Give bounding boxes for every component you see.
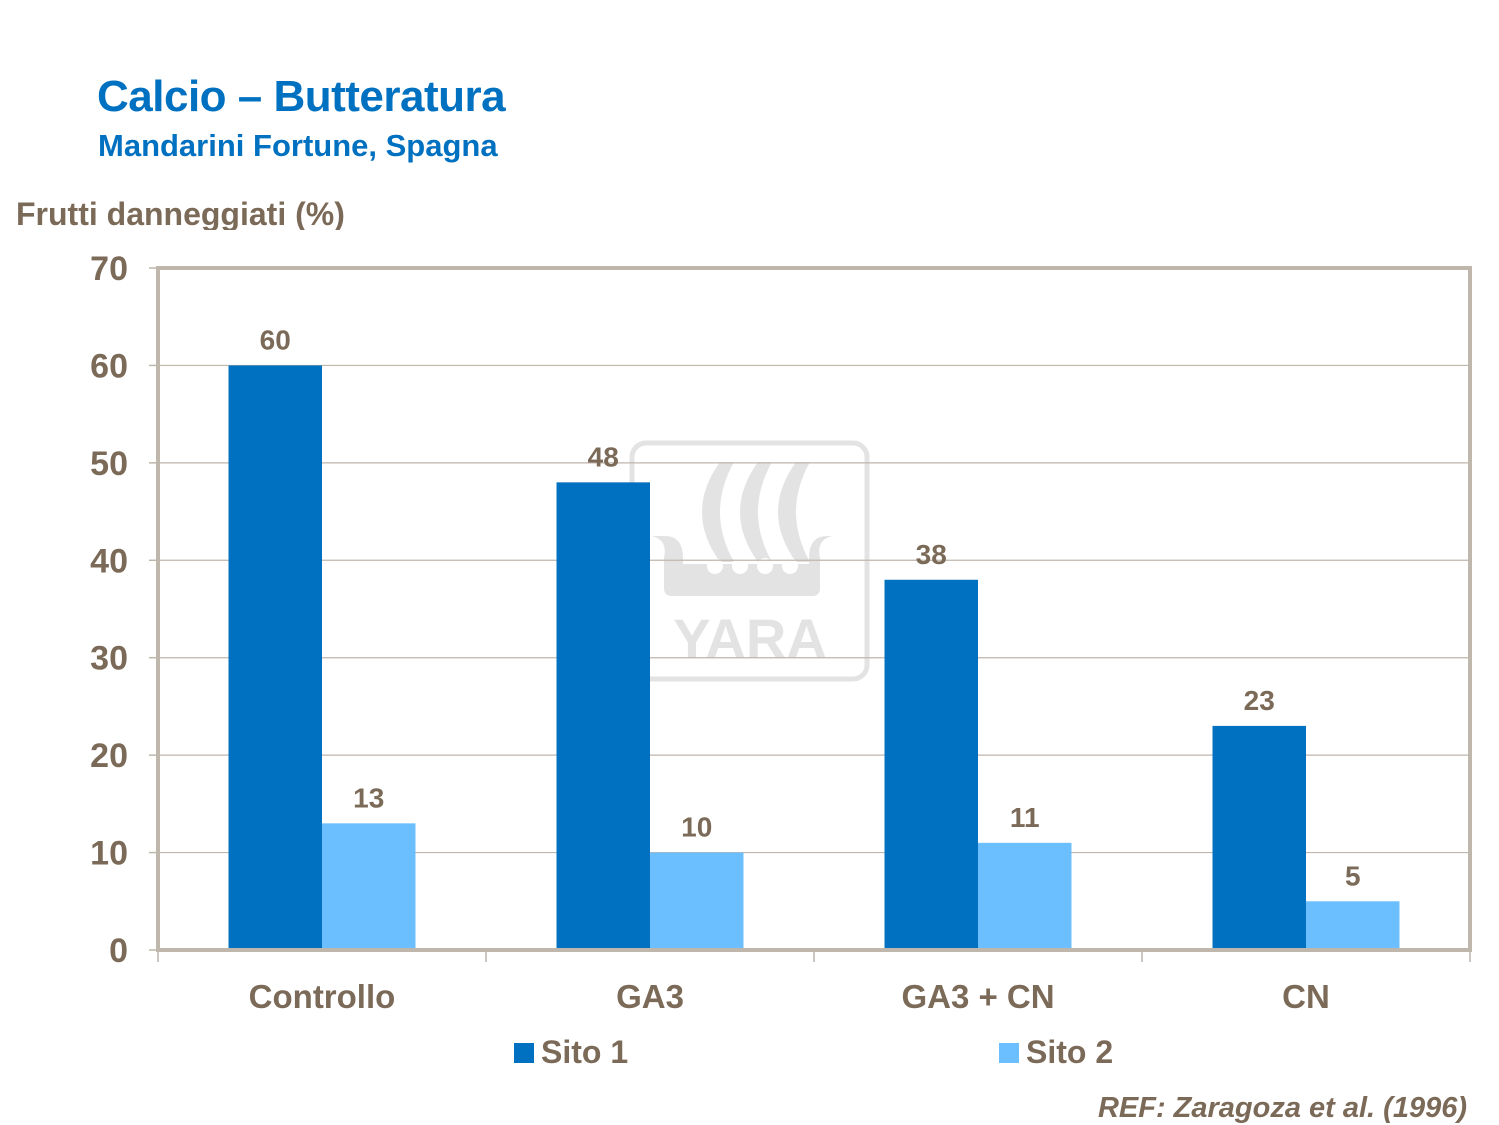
y-tick-label: 70 (90, 250, 128, 288)
legend-item-sito1: Sito 1 (514, 1034, 628, 1071)
x-tick-label: Controllo (249, 978, 396, 1015)
watermark-text: YARA (673, 607, 827, 670)
legend-swatch-sito1 (514, 1042, 534, 1063)
x-tick-label: GA3 + CN (901, 978, 1054, 1015)
chart-title: Calcio – Butteratura (97, 72, 506, 121)
y-tick-label: 60 (90, 347, 128, 385)
data-label: 48 (588, 441, 619, 472)
bar-sito2 (650, 852, 744, 950)
data-label: 11 (1010, 802, 1040, 833)
data-labels: 60 13 48 10 38 11 23 5 (260, 324, 1361, 891)
data-label: 10 (681, 812, 712, 843)
y-tick-label: 30 (90, 640, 128, 678)
y-axis-ticks: 0 10 20 30 40 50 60 70 (90, 250, 158, 970)
x-tick-label: GA3 (616, 978, 684, 1015)
x-axis-ticks: Controllo GA3 GA3 + CN CN (157, 950, 1471, 1015)
y-axis-label: Frutti danneggiati (%) (16, 196, 345, 230)
data-label: 38 (916, 539, 947, 570)
legend-swatch-sito2 (999, 1042, 1019, 1063)
chart-subtitle: Mandarini Fortune, Spagna (98, 128, 498, 163)
yara-logo-watermark: YARA (629, 440, 870, 682)
bar-sito2 (1306, 901, 1400, 950)
y-tick-label: 20 (90, 737, 128, 775)
y-tick-label: 10 (90, 835, 128, 873)
data-label: 60 (260, 324, 291, 355)
data-label: 13 (353, 782, 384, 813)
bar-sito2 (322, 823, 416, 950)
legend-label-sito2: Sito 2 (1026, 1034, 1114, 1070)
data-label: 5 (1345, 860, 1361, 891)
legend-item-sito2: Sito 2 (999, 1034, 1113, 1071)
y-tick-label: 50 (90, 445, 128, 483)
y-tick-label: 40 (90, 542, 128, 580)
reference-citation: REF: Zaragoza et al. (1996) (1097, 1092, 1467, 1124)
bar-sito1 (556, 482, 650, 950)
bar-sito1 (1212, 725, 1306, 950)
bar-sito1 (884, 579, 978, 950)
bars (228, 365, 1400, 950)
legend-label-sito1: Sito 1 (541, 1034, 629, 1070)
data-label: 23 (1244, 685, 1275, 716)
bar-sito1 (228, 365, 322, 950)
y-tick-label: 0 (109, 932, 128, 970)
x-tick-label: CN (1282, 978, 1330, 1015)
bar-sito2 (978, 842, 1072, 950)
legend: Sito 1 Sito 2 (0, 1034, 1499, 1074)
